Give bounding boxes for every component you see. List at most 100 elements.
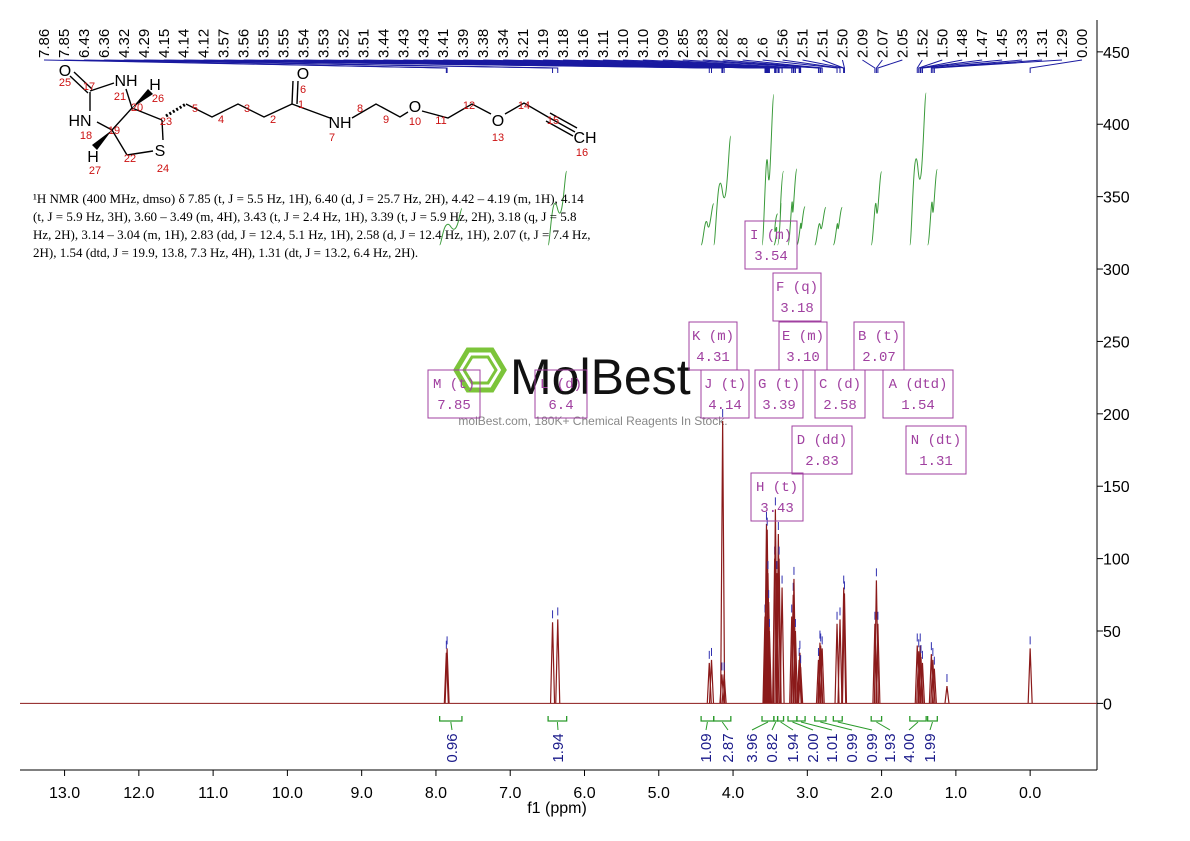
peak-label: 1.45 (994, 29, 1011, 58)
peak-label: 3.57 (216, 29, 233, 58)
peak-label-leader (932, 59, 1043, 73)
bond (111, 129, 128, 156)
atom-number: 17 (83, 81, 95, 93)
peak (930, 659, 936, 704)
peak-label-leader (920, 59, 983, 73)
nmr-description: ¹H NMR (400 MHz, dmso) δ 7.85 (t, J = 5.… (33, 191, 591, 260)
atom-number: 22 (124, 153, 136, 165)
peak (931, 668, 937, 704)
multiplet-box (772, 272, 822, 322)
multiplet-box (882, 369, 954, 419)
atom-number: 24 (157, 163, 169, 175)
peak (444, 648, 450, 704)
bond (547, 116, 576, 133)
multiplet-shift: 3.39 (762, 398, 796, 414)
y-tick-label: 150 (1103, 479, 1130, 496)
x-tick-label: 13.0 (49, 785, 80, 802)
peak (766, 630, 773, 704)
atom-number: 26 (152, 93, 164, 105)
integral-bracket (909, 716, 927, 722)
peak-label: 3.09 (655, 29, 672, 58)
integral-label: 0.99 (864, 733, 881, 762)
multiplet-box (754, 369, 804, 419)
bond (185, 103, 331, 119)
peak-label-leader (782, 59, 841, 73)
multiplet-box (534, 369, 588, 419)
integral-curve (814, 206, 827, 246)
integral-label: 2.87 (720, 733, 737, 762)
peak-label: 0.00 (1074, 29, 1091, 58)
bond (69, 75, 89, 94)
wedge-bond (132, 89, 153, 108)
x-tick-label: 12.0 (123, 785, 154, 802)
integral-leader (792, 721, 814, 731)
peak-label: 4.29 (136, 29, 153, 58)
integral-curve (700, 203, 715, 246)
x-tick-label: 2.0 (870, 785, 892, 802)
integral-curve (761, 94, 775, 246)
integral-curve (870, 171, 883, 246)
x-tick-label: 0.0 (1019, 785, 1041, 802)
x-tick-label: 11.0 (198, 785, 228, 802)
integral-curve (787, 168, 798, 246)
integral-leader (771, 721, 777, 731)
y-tick-label: 350 (1103, 190, 1130, 207)
integral-leader (780, 721, 794, 731)
peak-label-leader (877, 59, 903, 73)
y-tick-label: 200 (1103, 407, 1130, 424)
peak-label: 7.85 (56, 29, 73, 58)
multiplet-shift: 3.43 (760, 501, 794, 517)
peak (791, 578, 797, 704)
integral-leader (556, 721, 559, 731)
integral-curve (713, 135, 732, 246)
structure-bonds (69, 71, 578, 156)
peak-label: 2.85 (675, 29, 692, 58)
atom-number: 14 (518, 100, 530, 112)
peak-label: 3.18 (555, 29, 572, 58)
atom-label: CH (573, 130, 596, 147)
peak-label: 2.6 (755, 37, 772, 58)
peak-label: 2.07 (874, 29, 891, 58)
atom-number: 7 (329, 132, 335, 144)
atom-label: HN (68, 113, 91, 130)
atom-label: H (87, 149, 99, 166)
peak (919, 662, 926, 704)
multiplet-box (853, 321, 905, 371)
peak-label: 3.44 (375, 29, 392, 58)
peak-label: 2.8 (735, 37, 752, 58)
peak-label: 1.33 (1014, 29, 1031, 58)
peak-label: 3.10 (615, 29, 632, 58)
atom-label: NH (114, 73, 137, 90)
peak (841, 587, 847, 704)
atom-number: 21 (114, 91, 126, 103)
integral-label: 1.01 (824, 733, 841, 762)
peak-label: 3.10 (635, 29, 652, 58)
peak-label-leader (822, 59, 845, 73)
multiplet-box (700, 369, 750, 419)
peak (837, 619, 843, 704)
peak-label-leader (662, 59, 802, 73)
atom-number: 23 (160, 116, 172, 128)
integral-label: 1.09 (698, 733, 715, 762)
y-tick-label: 250 (1103, 334, 1130, 351)
integral-curve (927, 168, 938, 246)
atom-number: 8 (357, 103, 363, 115)
atom-label: S (155, 143, 166, 160)
peak-label: 3.11 (595, 30, 612, 58)
multiplet-name: I (m) (750, 228, 792, 244)
integral-curve (439, 208, 463, 246)
multiplet-name: F (q) (776, 280, 818, 296)
bond (111, 107, 133, 131)
multiplet-box (744, 220, 798, 270)
atom-number: 6 (300, 84, 306, 96)
integral-bracket (796, 716, 806, 722)
integral-leader (751, 721, 769, 731)
multiplet-box (750, 472, 804, 522)
peak-label: 3.21 (515, 29, 532, 58)
peak-label-leader (862, 59, 876, 73)
multiplet-box (427, 369, 481, 419)
integral-bracket (776, 716, 785, 722)
atom-number: 3 (244, 103, 250, 115)
atom-number: 19 (108, 125, 120, 137)
peak-label-leader (841, 59, 845, 73)
